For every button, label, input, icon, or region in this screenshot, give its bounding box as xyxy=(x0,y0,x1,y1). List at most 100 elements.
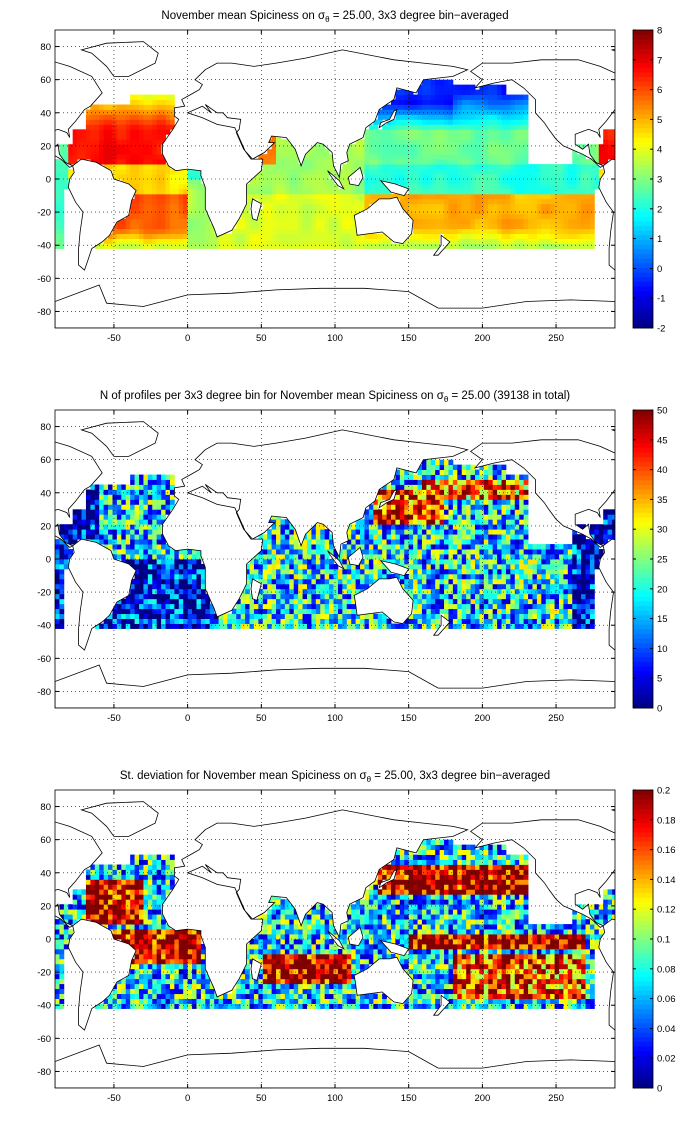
data-bin xyxy=(165,598,171,605)
data-bin xyxy=(156,539,162,545)
data-bin xyxy=(139,188,144,195)
data-bin xyxy=(293,193,299,200)
data-bin xyxy=(457,154,463,160)
data-bin xyxy=(333,563,339,570)
data-bin xyxy=(249,228,255,235)
data-bin xyxy=(253,193,259,200)
coastline xyxy=(162,49,469,238)
data-bin xyxy=(603,149,609,155)
data-bin xyxy=(355,238,361,244)
data-bin xyxy=(404,544,410,550)
data-bin xyxy=(125,608,131,615)
data-bin xyxy=(360,149,365,155)
data-bin xyxy=(249,188,255,195)
coastline xyxy=(610,48,615,52)
data-bin xyxy=(435,94,441,100)
data-bin xyxy=(121,169,127,175)
data-bin xyxy=(364,144,370,150)
data-bin xyxy=(541,218,547,225)
data-bin xyxy=(368,504,374,510)
data-bin xyxy=(165,179,171,185)
data-bin xyxy=(382,243,387,249)
colorbar-segment xyxy=(633,57,653,64)
data-bin xyxy=(271,134,277,140)
data-bin xyxy=(253,559,259,565)
data-bin xyxy=(161,544,166,550)
data-bin xyxy=(315,573,321,580)
data-bin xyxy=(134,203,140,210)
data-bin xyxy=(483,144,489,150)
data-bin xyxy=(187,603,193,610)
data-bin xyxy=(262,213,268,220)
data-bin xyxy=(519,144,525,150)
data-bin xyxy=(267,233,273,239)
data-bin xyxy=(121,598,127,605)
data-bin xyxy=(497,504,502,510)
data-bin xyxy=(147,154,153,160)
data-bin xyxy=(143,183,149,190)
data-bin xyxy=(307,573,312,580)
data-bin xyxy=(364,159,370,165)
data-bin xyxy=(505,603,511,610)
data-bin xyxy=(192,238,197,244)
data-bin xyxy=(528,213,533,220)
data-bin xyxy=(130,213,135,220)
data-bin xyxy=(470,509,476,515)
data-bin xyxy=(276,179,281,185)
data-bin xyxy=(324,608,330,615)
data-bin xyxy=(116,603,122,610)
data-bin xyxy=(59,238,65,244)
data-bin xyxy=(430,119,436,125)
data-bin xyxy=(572,193,578,200)
data-bin xyxy=(461,238,467,244)
data-bin xyxy=(417,154,423,160)
data-bin xyxy=(479,139,485,145)
data-bin xyxy=(183,169,189,175)
data-bin xyxy=(311,568,317,575)
data-bin xyxy=(391,169,396,175)
data-bin xyxy=(307,618,312,624)
data-bin xyxy=(99,109,105,115)
data-bin xyxy=(492,213,498,220)
data-bin xyxy=(452,89,458,95)
data-bin xyxy=(169,588,175,595)
data-bin xyxy=(505,164,511,170)
data-bin xyxy=(368,563,374,570)
data-bin xyxy=(324,188,330,195)
data-bin xyxy=(143,583,149,590)
data-bin xyxy=(470,84,476,90)
data-bin xyxy=(426,539,432,545)
data-bin xyxy=(187,198,193,205)
data-bin xyxy=(284,164,290,170)
data-bin xyxy=(488,94,494,100)
data-bin xyxy=(452,238,458,244)
data-bin xyxy=(514,129,520,135)
data-bin xyxy=(514,563,520,570)
data-bin xyxy=(470,208,476,215)
data-bin xyxy=(289,193,295,200)
data-bin xyxy=(262,228,268,235)
data-bin xyxy=(408,524,414,530)
data-bin xyxy=(492,519,498,525)
data-bin xyxy=(116,608,122,615)
data-bin xyxy=(85,534,91,540)
data-bin xyxy=(94,509,100,515)
data-bin xyxy=(479,208,485,215)
data-bin xyxy=(293,568,299,575)
data-bin xyxy=(143,514,149,520)
data-bin xyxy=(461,149,467,155)
data-bin xyxy=(585,213,591,220)
data-bin xyxy=(209,238,215,244)
data-bin xyxy=(147,598,153,605)
data-bin xyxy=(253,613,259,619)
data-bin xyxy=(514,534,520,540)
data-bin xyxy=(452,529,458,535)
data-bin xyxy=(116,489,122,495)
data-bin xyxy=(505,509,511,515)
data-bin xyxy=(249,223,255,230)
data-bin xyxy=(430,504,436,510)
data-bin xyxy=(470,549,476,555)
data-bin xyxy=(435,474,441,480)
data-bin xyxy=(245,228,250,235)
data-bin xyxy=(355,139,361,145)
